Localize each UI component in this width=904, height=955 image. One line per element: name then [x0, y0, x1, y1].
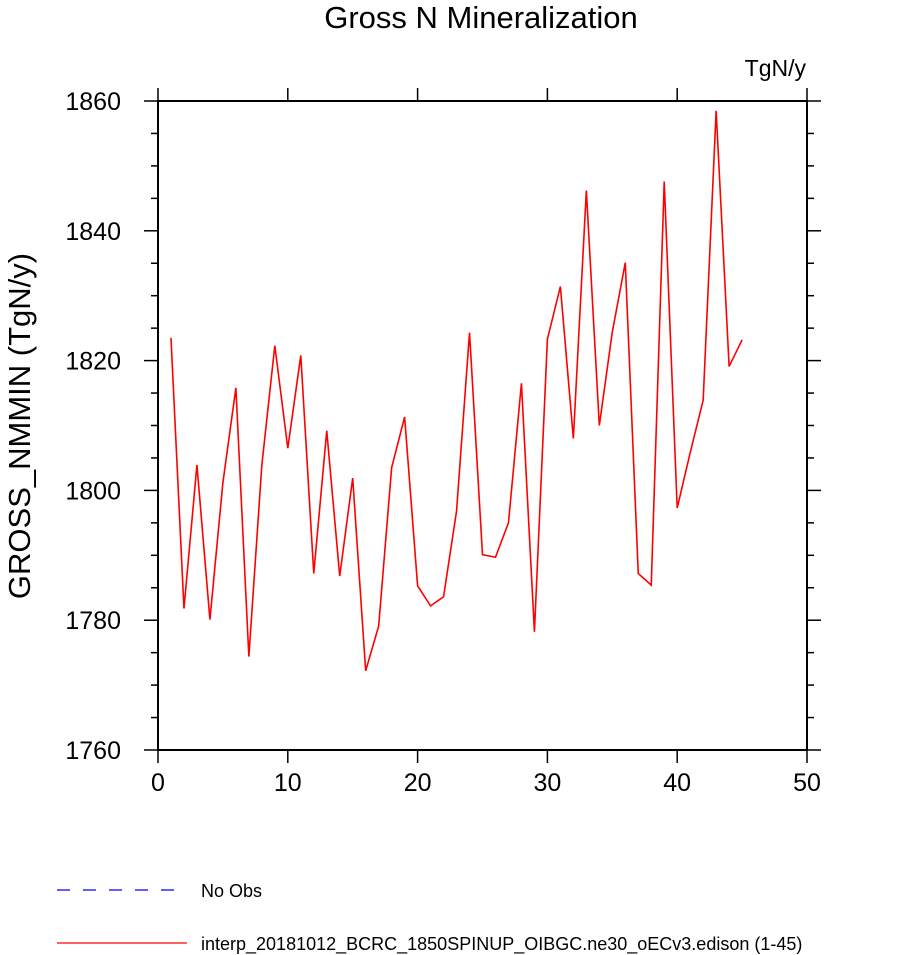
x-tick-label: 40 [663, 769, 691, 797]
x-tick-label: 30 [533, 769, 561, 797]
legend-label-no-obs: No Obs [201, 881, 262, 901]
plot-frame [157, 100, 808, 751]
y-tick-label: 1840 [65, 218, 121, 246]
y-tick-label: 1780 [65, 607, 121, 635]
y-tick-label: 1860 [65, 88, 121, 116]
units-label: TgN/y [745, 55, 807, 81]
x-tick-label: 50 [793, 769, 821, 797]
series-line [170, 110, 743, 672]
series-layer [170, 110, 743, 672]
x-tick-label: 0 [151, 769, 165, 797]
chart-title: Gross N Mineralization [324, 0, 638, 35]
x-tick-label: 10 [274, 769, 302, 797]
legend: No Obs interp_20181012_BCRC_1850SPINUP_O… [57, 881, 802, 955]
axis-ticks: 0 10 20 30 40 50 1760 1780 1800 1820 1840 1860 [65, 88, 821, 797]
y-axis-label: GROSS_NMMIN (TgN/y) [2, 253, 37, 599]
y-tick-label: 1800 [65, 477, 121, 505]
y-tick-label: 1820 [65, 348, 121, 376]
x-tick-label: 20 [404, 769, 432, 797]
y-tick-label: 1760 [65, 737, 121, 765]
legend-label-model-run: interp_20181012_BCRC_1850SPINUP_OIBGC.ne… [201, 934, 802, 955]
